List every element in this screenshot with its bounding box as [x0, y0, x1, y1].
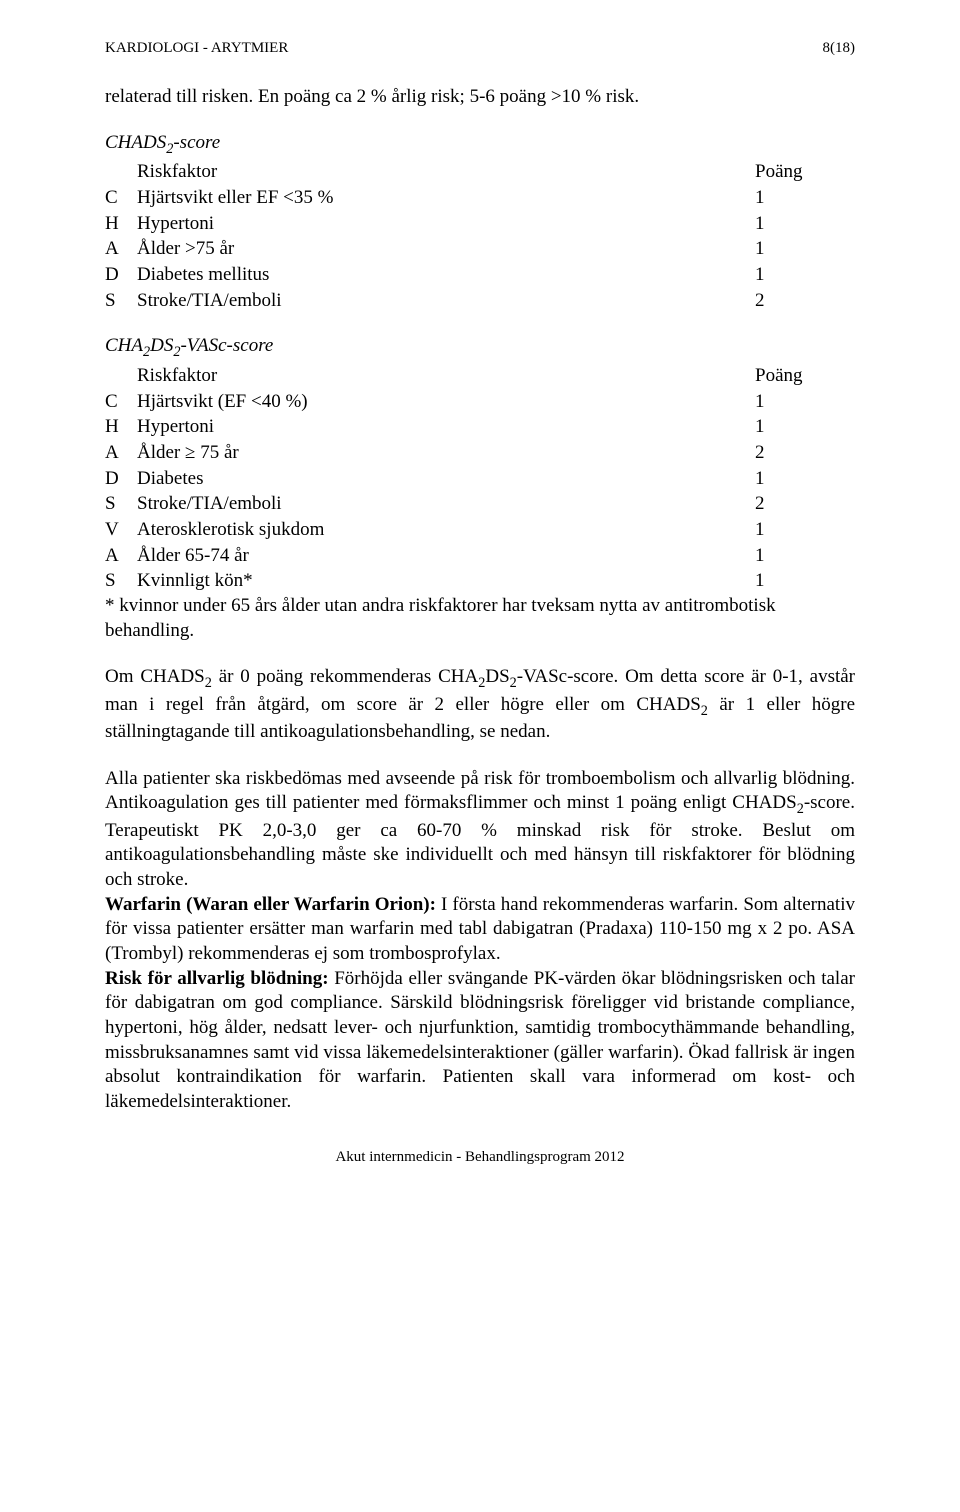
page-footer: Akut internmedicin - Behandlingsprogram … — [105, 1149, 855, 1166]
table-row: HHypertoni1 — [105, 414, 855, 440]
chads2-table: Riskfaktor Poäng CHjärtsvikt eller EF <3… — [105, 159, 855, 313]
paragraph-2: Alla patienter ska riskbedömas med avsee… — [105, 767, 855, 893]
row-letter: S — [105, 491, 137, 517]
bleeding-risk-body: Förhöjda eller svängande PK-värden ökar … — [105, 968, 855, 1112]
chads2-title: CHADS2-score — [105, 132, 855, 158]
row-label: Diabetes — [137, 466, 755, 492]
row-label: Stroke/TIA/emboli — [137, 491, 755, 517]
row-letter: H — [105, 414, 137, 440]
warfarin-heading: Warfarin (Waran eller Warfarin Orion): — [105, 894, 436, 915]
bleeding-risk-heading: Risk för allvarlig blödning: — [105, 968, 329, 989]
row-value: 2 — [755, 288, 855, 314]
table-row: SKvinnligt kön*1 — [105, 568, 855, 594]
row-value: 1 — [755, 543, 855, 569]
table-row: SStroke/TIA/emboli2 — [105, 491, 855, 517]
header-right: 8(18) — [823, 40, 856, 57]
row-letter: A — [105, 236, 137, 262]
row-value: 1 — [755, 466, 855, 492]
row-letter: S — [105, 288, 137, 314]
table-row: DDiabetes mellitus1 — [105, 262, 855, 288]
table-row: CHjärtsvikt eller EF <35 %1 — [105, 185, 855, 211]
row-value: 1 — [755, 236, 855, 262]
header-value: Poäng — [755, 363, 855, 389]
header-label: Riskfaktor — [137, 363, 755, 389]
row-label: Stroke/TIA/emboli — [137, 288, 755, 314]
footnote-text: * kvinnor under 65 års ålder utan andra … — [105, 594, 855, 643]
row-value: 1 — [755, 262, 855, 288]
row-value: 1 — [755, 568, 855, 594]
table-row: AÅlder ≥ 75 år2 — [105, 440, 855, 466]
row-label: Hjärtsvikt eller EF <35 % — [137, 185, 755, 211]
table-row: CHjärtsvikt (EF <40 %)1 — [105, 389, 855, 415]
paragraph-4: Risk för allvarlig blödning: Förhöjda el… — [105, 967, 855, 1115]
row-letter: C — [105, 185, 137, 211]
header-value: Poäng — [755, 159, 855, 185]
row-label: Diabetes mellitus — [137, 262, 755, 288]
header-label: Riskfaktor — [137, 159, 755, 185]
table-row: AÅlder 65-74 år1 — [105, 543, 855, 569]
table-row: AÅlder >75 år1 — [105, 236, 855, 262]
page-header: KARDIOLOGI - ARYTMIER 8(18) — [105, 40, 855, 57]
row-label: Hjärtsvikt (EF <40 %) — [137, 389, 755, 415]
paragraph-3: Warfarin (Waran eller Warfarin Orion): I… — [105, 893, 855, 967]
row-label: Ålder >75 år — [137, 236, 755, 262]
table-header-row: Riskfaktor Poäng — [105, 363, 855, 389]
row-letter: C — [105, 389, 137, 415]
table-row: DDiabetes1 — [105, 466, 855, 492]
row-label: Ålder ≥ 75 år — [137, 440, 755, 466]
row-letter: V — [105, 517, 137, 543]
row-value: 1 — [755, 414, 855, 440]
table-row: SStroke/TIA/emboli2 — [105, 288, 855, 314]
cha2ds2vasc-table: Riskfaktor Poäng CHjärtsvikt (EF <40 %)1… — [105, 363, 855, 594]
row-label: Kvinnligt kön* — [137, 568, 755, 594]
table-header-row: Riskfaktor Poäng — [105, 159, 855, 185]
intro-text: relaterad till risken. En poäng ca 2 % å… — [105, 85, 855, 110]
row-value: 2 — [755, 491, 855, 517]
row-label: Hypertoni — [137, 211, 755, 237]
cha2ds2vasc-title: CHA2DS2-VASc-score — [105, 335, 855, 361]
row-letter: D — [105, 466, 137, 492]
row-letter: A — [105, 440, 137, 466]
row-letter: A — [105, 543, 137, 569]
row-value: 2 — [755, 440, 855, 466]
row-label: Ålder 65-74 år — [137, 543, 755, 569]
table-row: HHypertoni1 — [105, 211, 855, 237]
row-value: 1 — [755, 185, 855, 211]
row-value: 1 — [755, 211, 855, 237]
table-row: VAterosklerotisk sjukdom1 — [105, 517, 855, 543]
header-left: KARDIOLOGI - ARYTMIER — [105, 40, 288, 57]
row-label: Hypertoni — [137, 414, 755, 440]
row-value: 1 — [755, 389, 855, 415]
row-letter: D — [105, 262, 137, 288]
paragraph-1: Om CHADS2 är 0 poäng rekommenderas CHA2D… — [105, 665, 855, 744]
row-label: Aterosklerotisk sjukdom — [137, 517, 755, 543]
row-value: 1 — [755, 517, 855, 543]
row-letter: H — [105, 211, 137, 237]
row-letter: S — [105, 568, 137, 594]
